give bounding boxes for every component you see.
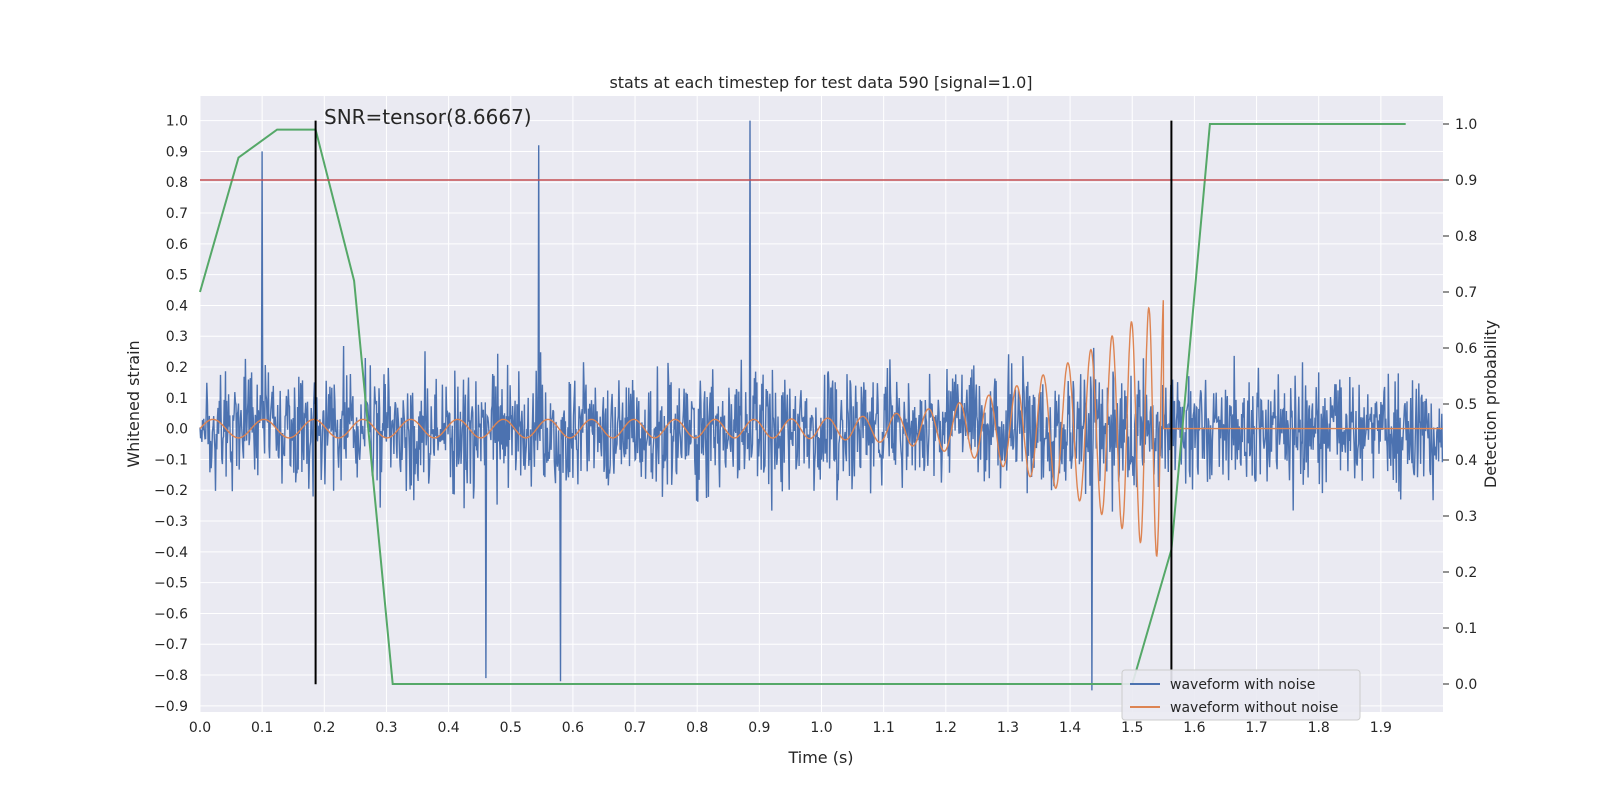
x-tick-label: 1.7	[1245, 720, 1267, 736]
x-tick-label: 1.8	[1308, 720, 1330, 736]
x-axis-label: Time (s)	[787, 748, 853, 767]
x-tick-label: 0.9	[748, 720, 770, 736]
y2-tick-label: 0.3	[1455, 509, 1477, 525]
x-tick-label: 0.5	[500, 720, 522, 736]
y-axis-label: Whitened strain	[124, 340, 143, 467]
y2-axis-label: Detection probability	[1481, 320, 1500, 488]
x-tick-label: 1.9	[1370, 720, 1392, 736]
y-tick-label: 0.4	[166, 298, 188, 314]
x-tick-label: 1.2	[935, 720, 957, 736]
y2-tick-label: 0.9	[1455, 173, 1477, 189]
legend-label-noise: waveform with noise	[1170, 677, 1315, 693]
y2-tick-label: 1.0	[1455, 117, 1477, 133]
legend-label-clean: waveform without noise	[1170, 700, 1338, 716]
legend-box	[1121, 669, 1361, 721]
series-detection-probability	[199, 123, 1406, 685]
x-axis-ticks: 0.0 0.1 0.2 0.3 0.4 0.5 0.6 0.7 0.8 0.9 1.0 1.1 1.2 1…	[189, 720, 1392, 736]
noise-line	[199, 120, 1444, 691]
y-tick-label: −0.7	[154, 637, 188, 653]
y-axis-ticks: 1.0 0.9 0.8 0.7 0.6 0.5 0.4 0.3 0.2 0.1 0.0 −0.1 −0.…	[154, 114, 188, 715]
y-tick-label: 0.6	[166, 237, 188, 253]
x-tick-label: 0.6	[562, 720, 584, 736]
vertical-markers	[314, 120, 1173, 685]
x-tick-label: 1.1	[873, 720, 895, 736]
y-tick-label: −0.4	[154, 545, 188, 561]
y-tick-label: 0.0	[166, 422, 188, 438]
y-tick-label: 0.5	[166, 268, 188, 284]
y2-tick-label: 0.8	[1455, 229, 1477, 245]
y-tick-label: −0.2	[154, 483, 188, 499]
chart-title: stats at each timestep for test data 590…	[609, 73, 1032, 92]
x-tick-label: 0.0	[189, 720, 211, 736]
series-waveform-without-noise	[199, 300, 1443, 558]
y2-tick-label: 0.5	[1455, 397, 1477, 413]
x-tick-label: 1.4	[1059, 720, 1081, 736]
clean-line	[199, 300, 1443, 558]
x-tick-label: 1.5	[1121, 720, 1143, 736]
x-tick-label: 0.2	[313, 720, 335, 736]
y-tick-label: 0.8	[166, 175, 188, 191]
y-tick-label: 1.0	[166, 114, 188, 130]
snr-annotation: SNR=tensor(8.6667)	[324, 105, 532, 129]
y2-tick-label: 0.7	[1455, 285, 1477, 301]
y-tick-label: 0.7	[166, 206, 188, 222]
y-tick-label: −0.5	[154, 576, 188, 592]
y-tick-label: 0.3	[166, 329, 188, 345]
x-tick-label: 0.1	[251, 720, 273, 736]
y-tick-label: 0.1	[166, 391, 188, 407]
y-tick-label: −0.8	[154, 668, 188, 684]
legend: waveform with noise waveform without noi…	[1121, 669, 1361, 721]
y2-tick-label: 0.2	[1455, 565, 1477, 581]
x-tick-label: 1.3	[997, 720, 1019, 736]
series-waveform-with-noise	[199, 120, 1444, 691]
probability-line	[199, 123, 1406, 685]
y2-tick-label: 0.4	[1455, 453, 1477, 469]
y2-tick-label: 0.6	[1455, 341, 1477, 357]
x-tick-label: 0.8	[686, 720, 708, 736]
x-tick-label: 0.3	[375, 720, 397, 736]
y2-axis-ticks: 1.0 0.9 0.8 0.7 0.6 0.5 0.4 0.3 0.2 0.1 0.0	[1443, 117, 1477, 693]
x-tick-label: 1.6	[1183, 720, 1205, 736]
x-tick-label: 0.7	[624, 720, 646, 736]
y-tick-label: 0.2	[166, 360, 188, 376]
y-tick-label: −0.9	[154, 699, 188, 715]
y-tick-label: −0.1	[154, 452, 188, 468]
y-tick-label: 0.9	[166, 144, 188, 160]
y-tick-label: −0.3	[154, 514, 188, 530]
y2-tick-label: 0.0	[1455, 677, 1477, 693]
y2-tick-label: 0.1	[1455, 621, 1477, 637]
x-tick-label: 1.0	[810, 720, 832, 736]
y-tick-label: −0.6	[154, 606, 188, 622]
x-tick-label: 0.4	[437, 720, 459, 736]
